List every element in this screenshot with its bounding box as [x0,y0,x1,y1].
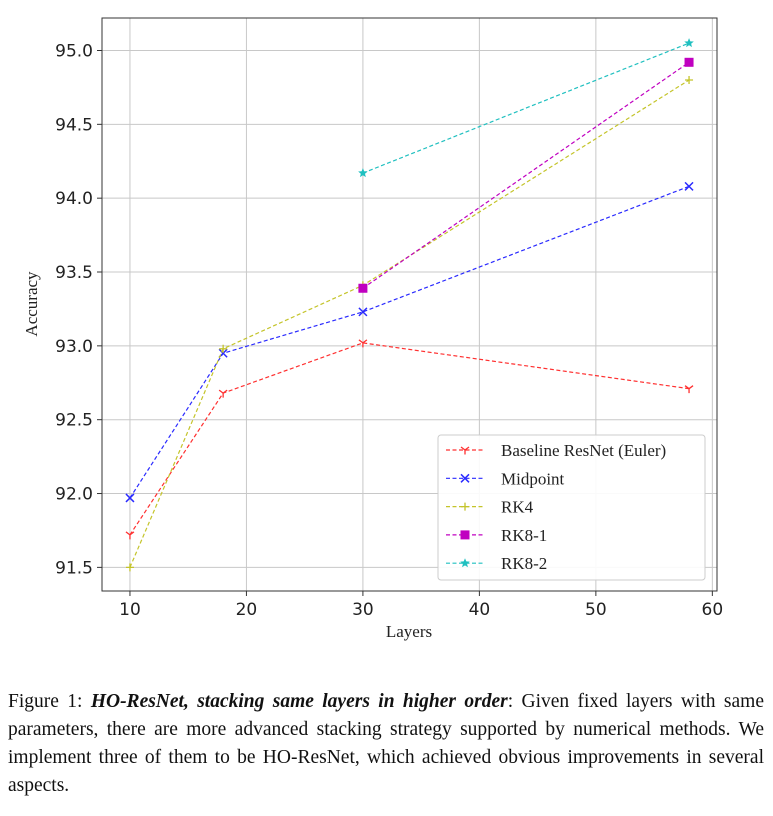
x-marker [358,307,368,317]
star-marker [358,168,368,178]
y-tick-label: 93.0 [55,337,93,357]
tri-marker-shape [358,339,368,348]
caption-body: : Given fixed layers with same parameter… [8,691,764,796]
y-axis-label: Accuracy [22,271,41,337]
legend-item: RK8-2 [446,554,547,573]
caption-bold: HO-ResNet, stacking same layers in highe… [90,691,508,712]
series-line [129,79,690,568]
tri-down-marker [460,446,470,455]
x-tick-label: 20 [236,600,258,620]
series-rk8-1 [358,57,694,293]
series-line [129,342,690,536]
star-marker-shape [684,38,694,48]
star-marker-shape [460,558,470,568]
tri-down-marker [358,339,368,348]
square-marker-shape [684,57,694,67]
series-rk8-2 [358,38,694,178]
legend-label: Midpoint [501,469,565,488]
plot-frame [101,17,718,592]
series-line [362,42,690,174]
legend-label: RK8-1 [501,526,547,545]
grid [102,18,717,591]
y-tick-label: 93.5 [55,263,93,283]
tri-marker-shape [460,446,470,455]
plus-marker [219,344,228,353]
y-tick-label: 91.5 [55,558,93,578]
legend-item: RK4 [446,498,534,517]
plus-marker-shape [685,76,694,85]
x-tick-label: 50 [585,600,607,620]
tri-down-marker [218,389,228,398]
x-tick-label: 40 [469,600,491,620]
x-marker-shape [125,493,135,503]
line-chart: 10 20 30 40 50 60 91.5 92.0 92.5 93.0 93.5 94.0 94.5… [22,17,724,641]
series-baseline-resnet-euler- [125,339,694,540]
legend-label: RK4 [501,498,534,517]
tri-marker-shape [684,385,694,394]
series-line [129,185,690,499]
x-marker-shape [684,181,694,191]
plus-marker-shape [219,344,228,353]
plus-marker [461,502,469,511]
star-marker [460,558,470,568]
square-marker [358,283,368,293]
x-marker [684,181,694,191]
star-marker-shape [358,168,368,178]
tri-marker-shape [218,389,228,398]
y-tick-label: 95.0 [55,41,93,61]
legend-label: RK8-2 [501,554,547,573]
legend-item: Baseline ResNet (Euler) [446,441,666,460]
x-tick-label: 10 [119,600,141,620]
tri-down-marker [125,531,135,540]
y-tick-label: 92.5 [55,411,93,431]
x-tick-label: 30 [352,600,374,620]
plus-marker-shape [461,502,469,511]
y-tick-label: 92.0 [55,485,93,505]
caption-prefix: Figure 1: [8,691,91,712]
legend-item: Midpoint [446,469,565,488]
figure-caption: Figure 1: HO-ResNet, stacking same layer… [8,688,764,800]
square-marker [684,57,694,67]
tri-down-marker [684,385,694,394]
plus-marker [125,563,134,572]
plus-marker [685,76,694,85]
x-marker [460,473,470,483]
plus-marker-shape [125,563,134,572]
series-line [362,61,690,289]
x-axis-label: Layers [386,622,432,641]
legend-box [437,434,706,581]
x-tick-label: 60 [702,600,724,620]
star-marker [684,38,694,48]
tri-marker-shape [125,531,135,540]
x-marker-shape [460,473,470,483]
x-marker [125,493,135,503]
square-marker-shape [460,530,470,540]
legend-item: RK8-1 [446,526,547,545]
square-marker-shape [358,283,368,293]
y-tick-label: 94.5 [55,115,93,135]
y-tick-label: 94.0 [55,189,93,209]
square-marker [460,530,470,540]
legend-label: Baseline ResNet (Euler) [501,441,666,460]
x-marker-shape [358,307,368,317]
legend: Baseline ResNet (Euler) Midpoint RK4 RK8-1 R… [437,434,706,581]
